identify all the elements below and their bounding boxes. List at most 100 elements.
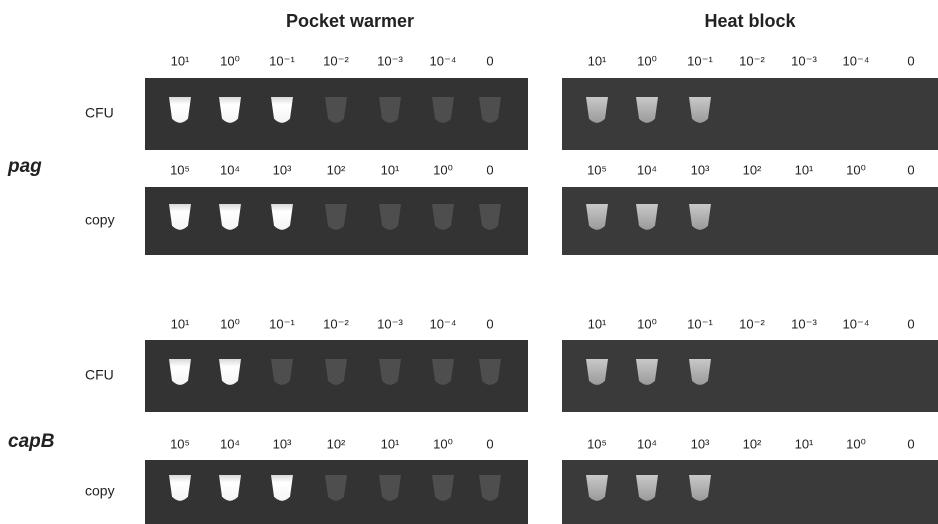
- dilution-label: 10⁰: [220, 53, 240, 68]
- dilution-label: 0: [907, 316, 914, 331]
- dilution-label: 0: [907, 436, 914, 451]
- dilution-label: 10⁴: [220, 162, 240, 177]
- tube: [325, 97, 347, 123]
- tube: [586, 475, 608, 501]
- tube: [169, 204, 191, 230]
- tube: [379, 359, 401, 385]
- dilution-label: 0: [486, 316, 493, 331]
- dilution-label: 10⁰: [220, 316, 240, 331]
- tube: [271, 204, 293, 230]
- dilution-label: 10¹: [381, 162, 400, 177]
- dilution-label: 10¹: [171, 316, 190, 331]
- row-label: copy: [85, 483, 115, 499]
- tube: [586, 97, 608, 123]
- dilution-label: 10⁻³: [791, 53, 817, 68]
- tube: [689, 475, 711, 501]
- row-label: CFU: [85, 367, 114, 383]
- row-label: copy: [85, 212, 115, 228]
- column-header: Heat block: [704, 11, 796, 31]
- gel-panel: [562, 340, 938, 412]
- tube: [379, 97, 401, 123]
- dilution-label: 10¹: [171, 53, 190, 68]
- tube: [479, 204, 501, 230]
- tube: [169, 475, 191, 501]
- dilution-label: 10⁻²: [323, 316, 349, 331]
- dilution-label: 10⁰: [637, 53, 657, 68]
- dilution-label: 10⁰: [433, 162, 453, 177]
- dilution-label: 10¹: [588, 53, 607, 68]
- dilution-label: 10²: [327, 162, 346, 177]
- tube: [325, 204, 347, 230]
- dilution-label: 10⁻⁴: [430, 316, 457, 331]
- tube: [636, 359, 658, 385]
- dilution-label: 10⁻¹: [687, 316, 713, 331]
- dilution-label: 10¹: [795, 162, 814, 177]
- dilution-label: 10⁰: [637, 316, 657, 331]
- dilution-label: 10⁻⁴: [843, 53, 870, 68]
- tube: [219, 475, 241, 501]
- dilution-label: 10⁵: [587, 436, 607, 451]
- dilution-label: 0: [486, 436, 493, 451]
- dilution-label: 10⁴: [637, 162, 657, 177]
- dilution-label: 10⁰: [846, 436, 866, 451]
- dilution-label: 10²: [743, 436, 762, 451]
- tube: [432, 204, 454, 230]
- dilution-label: 0: [486, 162, 493, 177]
- dilution-label: 10⁵: [587, 162, 607, 177]
- gene-label: pag: [7, 156, 42, 177]
- dilution-label: 10⁻²: [739, 53, 765, 68]
- dilution-label: 10²: [327, 436, 346, 451]
- dilution-label: 10⁻²: [323, 53, 349, 68]
- dilution-label: 10⁻²: [739, 316, 765, 331]
- tube: [689, 204, 711, 230]
- tube: [271, 359, 293, 385]
- tube: [432, 475, 454, 501]
- dilution-label: 10³: [691, 436, 710, 451]
- dilution-label: 0: [486, 53, 493, 68]
- tube: [432, 97, 454, 123]
- dilution-label: 10⁵: [170, 436, 190, 451]
- tube: [169, 97, 191, 123]
- dilution-label: 10¹: [588, 316, 607, 331]
- tube: [169, 359, 191, 385]
- tube: [479, 359, 501, 385]
- tube: [586, 359, 608, 385]
- tube: [219, 97, 241, 123]
- dilution-label: 10⁻³: [791, 316, 817, 331]
- tube: [689, 97, 711, 123]
- dilution-label: 10⁻⁴: [430, 53, 457, 68]
- dilution-label: 10⁴: [637, 436, 657, 451]
- dilution-label: 10⁴: [220, 436, 240, 451]
- row-label: CFU: [85, 105, 114, 121]
- tube: [271, 97, 293, 123]
- tube: [271, 475, 293, 501]
- tube: [636, 204, 658, 230]
- tube: [325, 359, 347, 385]
- dilution-label: 10⁻¹: [687, 53, 713, 68]
- tube: [219, 359, 241, 385]
- gel-panel: [562, 460, 938, 524]
- tube: [636, 475, 658, 501]
- tube: [432, 359, 454, 385]
- gel-panel: [562, 78, 938, 150]
- gel-panel: [562, 187, 938, 255]
- dilution-label: 10¹: [381, 436, 400, 451]
- tube: [636, 97, 658, 123]
- tube: [586, 204, 608, 230]
- tube: [219, 204, 241, 230]
- dilution-label: 10⁻³: [377, 316, 403, 331]
- dilution-label: 10⁵: [170, 162, 190, 177]
- dilution-label: 10⁰: [433, 436, 453, 451]
- dilution-label: 10⁻¹: [269, 53, 295, 68]
- dilution-label: 10³: [691, 162, 710, 177]
- tube: [325, 475, 347, 501]
- tube: [379, 475, 401, 501]
- dilution-label: 0: [907, 53, 914, 68]
- figure: Pocket warmer Heat block pagCFU10¹10⁰10⁻…: [0, 0, 938, 524]
- dilution-label: 10⁰: [846, 162, 866, 177]
- dilution-label: 0: [907, 162, 914, 177]
- dilution-label: 10²: [743, 162, 762, 177]
- tube: [379, 204, 401, 230]
- dilution-label: 10³: [273, 436, 292, 451]
- tube: [479, 475, 501, 501]
